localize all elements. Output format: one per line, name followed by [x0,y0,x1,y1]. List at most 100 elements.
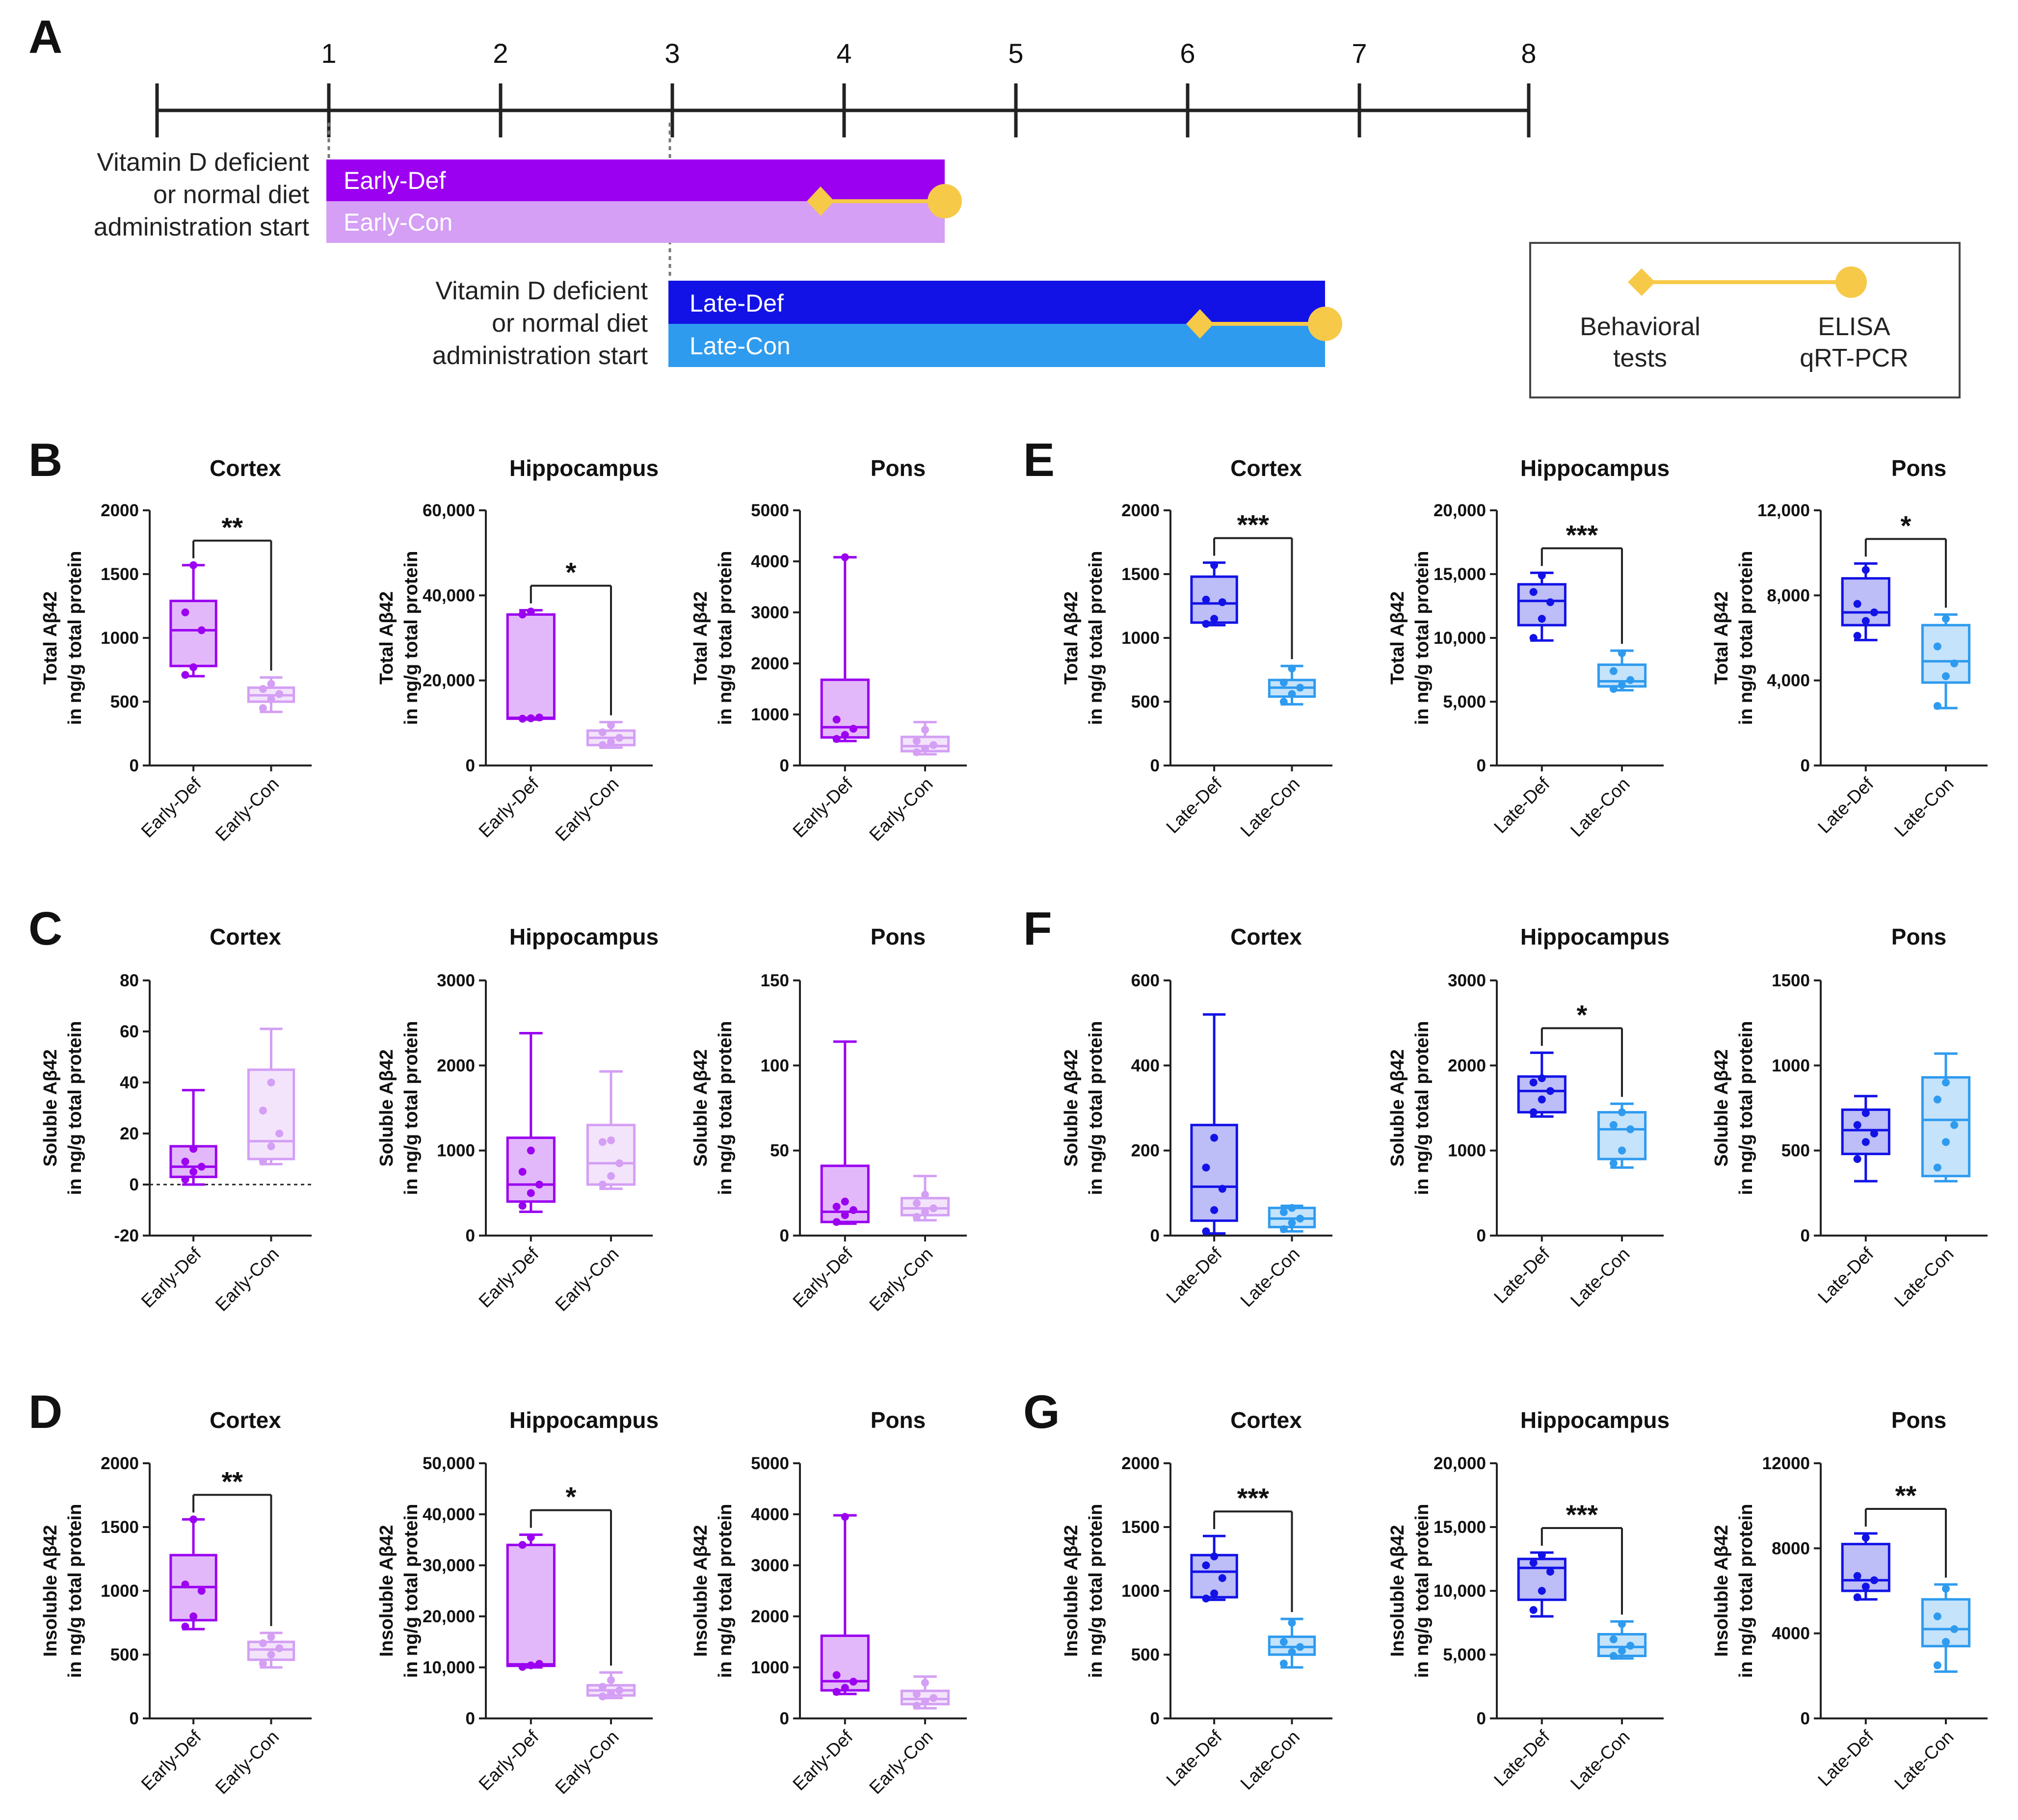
bar-late-def [668,281,1325,324]
data-point [1942,1584,1950,1593]
late-start-text-3: administration start [432,342,648,370]
data-point [607,1136,615,1144]
y-tick-label: 0 [1801,756,1810,775]
y-tick-label: 1000 [751,705,789,724]
x-category-label: Early-Def [137,1726,206,1794]
y-tick-label: 12,000 [1757,501,1810,520]
data-point [615,1159,624,1167]
y-tick-label: 0 [130,756,139,775]
data-point [535,1181,543,1188]
bar-late-con [668,324,1325,367]
data-point [598,741,607,749]
panel-label-c: C [28,902,62,955]
x-category-label: Early-Con [551,1244,622,1315]
data-point [1950,1121,1959,1129]
chart-f-hippocampus: Hippocampus 0 1000 2000 3000 Soluble Aβ42 in n… [1387,924,1670,1311]
x-category-label: Early-Con [212,1244,283,1315]
y-axis-label-line1: Insoluble Aβ42 [1061,1525,1082,1657]
data-point [518,1541,527,1549]
y-axis-label-line2: in ng/g total protein [1412,1021,1433,1195]
chart-e-cortex: Cortex 0 500 1000 1500 2000 Total Aβ42 in ng/g … [1061,455,1332,841]
early-start-text-2: or normal diet [153,181,309,209]
y-axis-label-line2: in ng/g total protein [401,1504,422,1678]
data-point [1618,1108,1626,1116]
data-point [259,1107,267,1115]
data-point [1202,1561,1210,1569]
data-point [1529,1558,1538,1567]
y-axis-label-line2: in ng/g total protein [65,1504,85,1678]
y-tick-label: 0 [130,1709,139,1728]
data-point [607,1689,615,1698]
x-category-label: Late-Def [1162,773,1226,837]
data-point [912,1690,921,1698]
late-start-text-2: or normal diet [492,309,648,338]
y-axis-label-line1: Insoluble Aβ42 [376,1525,397,1657]
late-elisa-dot [1308,307,1342,341]
x-category-label: Late-Con [1890,1244,1958,1311]
data-point [1202,1594,1210,1603]
early-behavior-diamond [807,186,834,216]
data-point [259,1639,267,1647]
chart-e-pons: Pons 0 4,000 8,000 12,000 Total Aβ42 in ng/g t… [1711,455,1988,841]
data-point [259,685,267,693]
data-point [1218,598,1226,607]
data-point [275,690,284,698]
data-point [929,1204,938,1213]
data-point [598,1138,607,1146]
data-point [1942,1079,1950,1086]
data-point [1618,1647,1626,1655]
data-point [1202,1227,1210,1236]
y-tick-label: 12000 [1762,1454,1810,1473]
x-category-label: Late-Con [1890,774,1958,841]
timeline-tick-label-5: 5 [1008,38,1023,69]
y-tick-label: -20 [114,1226,139,1245]
data-point [912,1199,921,1208]
data-point [1279,679,1288,686]
y-axis-label-line1: Soluble Aβ42 [40,1049,61,1166]
data-point [275,1644,284,1652]
y-tick-label: 0 [780,756,789,775]
data-point [1618,1146,1626,1155]
late-start-text-1: Vitamin D deficient [435,277,648,305]
data-point [1288,1204,1296,1212]
y-tick-label: 500 [110,692,139,712]
chart-title: Hippocampus [1520,924,1670,950]
y-tick-label: 2000 [1121,501,1160,520]
data-point [1933,1163,1941,1172]
data-point [1210,1589,1219,1598]
y-tick-label: 2000 [101,501,139,520]
data-point [849,1206,857,1214]
data-point [1529,634,1538,642]
data-point [1933,1095,1941,1104]
data-point [1626,1641,1635,1650]
data-point [267,680,275,688]
data-point [1288,664,1296,673]
chart-title: Cortex [210,455,281,481]
data-point [1279,1225,1288,1233]
chart-e-hippocampus: Hippocampus 0 5,000 10,000 15,000 20,000 Total… [1387,455,1670,841]
y-tick-label: 20,000 [1434,1454,1486,1473]
chart-d-pons: Pons 0 1000 2000 3000 4000 5000 Insoluble Aβ42 i… [690,1407,967,1798]
data-point [1279,698,1288,706]
y-axis-label-line2: in ng/g total protein [401,1021,422,1195]
chart-g-cortex: Cortex 0 500 1000 1500 2000 Insoluble Aβ42 in n… [1061,1407,1332,1794]
y-axis-label-line2: in ng/g total protein [715,1021,736,1195]
legend-behavioral: Behavioral [1580,313,1700,341]
y-tick-label: 500 [1781,1141,1810,1161]
data-point [607,1676,615,1684]
data-point [1861,1583,1870,1591]
data-point [1529,1079,1538,1086]
significance-stars: * [1577,999,1588,1030]
y-tick-label: 3000 [751,1556,789,1575]
y-tick-label: 5,000 [1443,1645,1486,1664]
data-point [1933,702,1941,710]
data-point [1618,681,1626,689]
chart-title: Pons [871,1407,926,1433]
chart-title: Pons [871,924,926,950]
y-tick-label: 600 [1131,971,1160,990]
y-tick-label: 1500 [1772,971,1810,990]
y-axis-label-line1: Total Aβ42 [1061,591,1082,685]
x-category-label: Late-Def [1162,1243,1226,1307]
box-iqr [1597,1633,1647,1658]
